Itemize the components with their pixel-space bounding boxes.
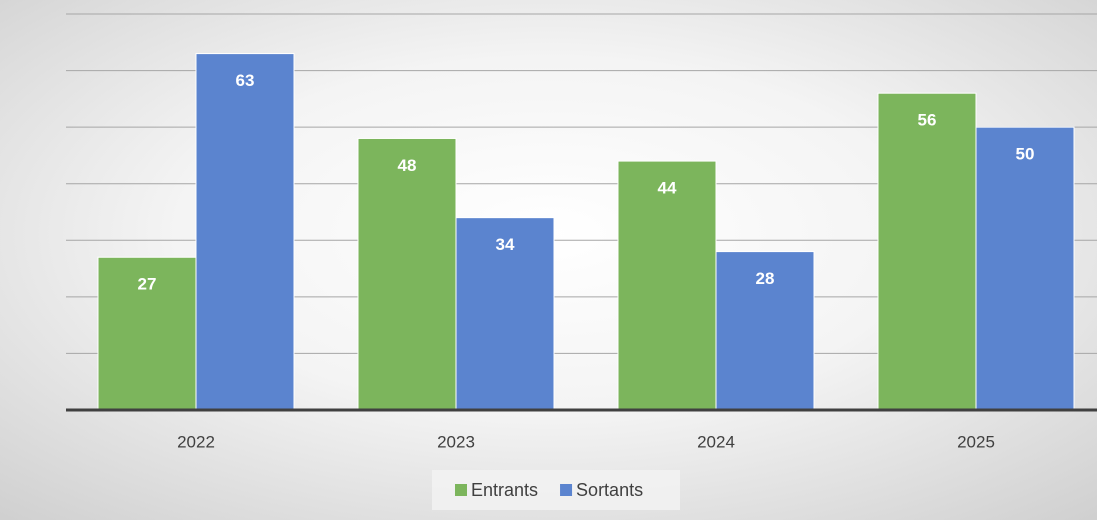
bar xyxy=(877,92,977,411)
legend-swatch xyxy=(455,484,467,496)
bar xyxy=(975,126,1075,411)
data-label: 27 xyxy=(138,275,157,294)
x-tick-label: 2024 xyxy=(697,432,735,451)
legend-label: Sortants xyxy=(576,480,643,500)
data-label: 63 xyxy=(236,71,255,90)
bar xyxy=(715,251,815,411)
bar xyxy=(455,217,555,411)
data-label: 56 xyxy=(918,111,937,130)
data-label: 34 xyxy=(496,235,515,254)
bar xyxy=(357,137,457,411)
bar xyxy=(617,160,717,411)
data-label: 50 xyxy=(1016,145,1035,164)
x-tick-label: 2025 xyxy=(957,432,995,451)
data-label: 48 xyxy=(398,156,417,175)
bar xyxy=(195,53,295,411)
data-label: 44 xyxy=(658,179,677,198)
x-tick-label: 2023 xyxy=(437,432,475,451)
legend-box xyxy=(432,470,680,510)
legend-swatch xyxy=(560,484,573,496)
data-label: 28 xyxy=(756,269,775,288)
x-tick-label: 2022 xyxy=(177,432,215,451)
bar xyxy=(97,256,197,411)
legend-label: Entrants xyxy=(471,480,538,500)
